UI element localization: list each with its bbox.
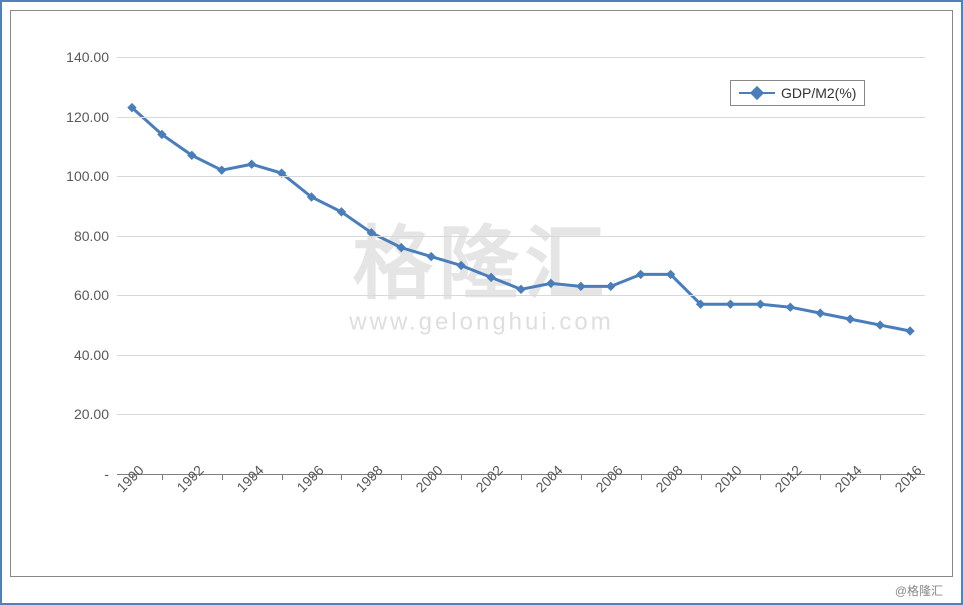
x-tick [521, 474, 522, 480]
x-tick [401, 474, 402, 480]
gridline [117, 176, 925, 177]
x-tick [461, 474, 462, 480]
data-point-marker [876, 321, 884, 329]
y-tick-label: - [104, 466, 117, 482]
y-tick-label: 60.00 [74, 287, 117, 303]
data-point-marker [577, 282, 585, 290]
x-tick [282, 474, 283, 480]
legend-line-sample [739, 92, 775, 95]
data-point-marker [637, 270, 645, 278]
y-tick-label: 140.00 [66, 49, 117, 65]
x-tick [162, 474, 163, 480]
data-point-marker [427, 253, 435, 261]
x-tick [760, 474, 761, 480]
data-point-marker [906, 327, 914, 335]
x-tick [641, 474, 642, 480]
line-chart-svg [117, 57, 925, 474]
data-point-marker [607, 282, 615, 290]
gridline [117, 236, 925, 237]
x-tick [341, 474, 342, 480]
data-point-marker [816, 309, 824, 317]
legend-label: GDP/M2(%) [781, 85, 856, 101]
legend: GDP/M2(%) [730, 80, 865, 106]
x-tick [880, 474, 881, 480]
x-tick [581, 474, 582, 480]
x-tick [820, 474, 821, 480]
gridline [117, 57, 925, 58]
series-line [132, 108, 910, 331]
legend-diamond-marker [750, 86, 764, 100]
chart-outer-frame: 格隆汇 www.gelonghui.com -20.0040.0060.0080… [0, 0, 963, 605]
data-point-marker [457, 262, 465, 270]
y-tick-label: 80.00 [74, 228, 117, 244]
gridline [117, 414, 925, 415]
data-point-marker [487, 273, 495, 281]
gridline [117, 117, 925, 118]
x-tick [222, 474, 223, 480]
y-tick-label: 120.00 [66, 109, 117, 125]
data-point-marker [726, 300, 734, 308]
attribution-text: @格隆汇 [895, 582, 943, 599]
data-point-marker [786, 303, 794, 311]
y-tick-label: 40.00 [74, 347, 117, 363]
data-point-marker [756, 300, 764, 308]
data-point-marker [517, 285, 525, 293]
y-tick-label: 100.00 [66, 168, 117, 184]
data-point-marker [248, 160, 256, 168]
plot-area: -20.0040.0060.0080.00100.00120.00140.001… [117, 57, 925, 474]
x-tick [701, 474, 702, 480]
data-point-marker [846, 315, 854, 323]
y-tick-label: 20.00 [74, 406, 117, 422]
gridline [117, 355, 925, 356]
data-point-marker [547, 279, 555, 287]
gridline [117, 295, 925, 296]
